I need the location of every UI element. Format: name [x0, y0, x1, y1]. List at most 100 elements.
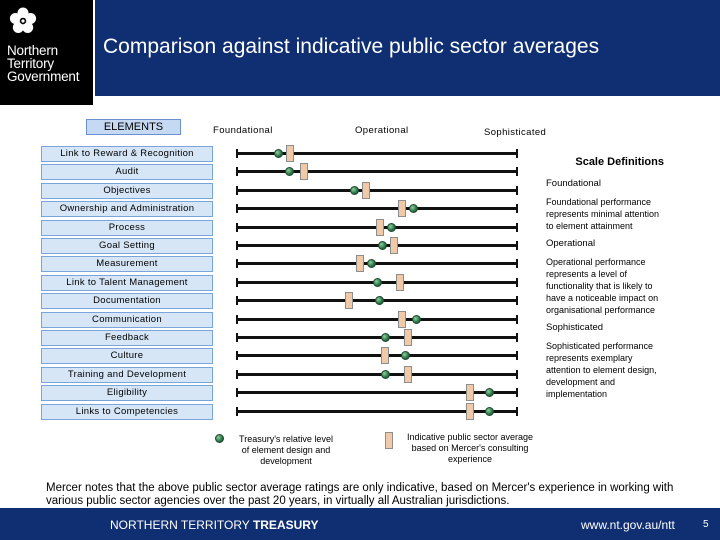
- track-end-tick: [236, 369, 238, 379]
- rating-track: [236, 170, 518, 174]
- track-end-tick: [516, 277, 518, 287]
- rating-track: [236, 372, 518, 376]
- track-end-tick: [516, 388, 518, 398]
- scale-description-sophisticated: Sophisticated performance represents exe…: [546, 341, 657, 399]
- average-legend-text: Indicative public sector average based o…: [406, 432, 534, 464]
- treasury-marker: [400, 351, 410, 361]
- track-end-tick: [236, 406, 238, 416]
- average-marker: [404, 365, 413, 383]
- track-end-tick: [236, 259, 238, 269]
- track-end-tick: [236, 333, 238, 342]
- track-end-tick: [516, 351, 518, 361]
- scale-heading-operational: Operational: [546, 238, 596, 249]
- logo-wordmark: Northern Territory Government: [7, 43, 91, 84]
- average-legend-marker: [385, 432, 393, 449]
- average-marker: [299, 163, 308, 181]
- treasury-legend-text: Treasury's relative level of element des…: [239, 434, 333, 466]
- nt-government-logo: Northern Territory Government: [0, 0, 93, 105]
- average-marker: [466, 384, 475, 402]
- treasury-marker: [386, 222, 396, 232]
- row-label: Training and Development: [41, 366, 213, 383]
- treasury-marker: [485, 388, 495, 398]
- treasury-marker: [378, 241, 388, 250]
- footer-org-bold: TREASURY: [252, 518, 319, 532]
- logo-line: Northern: [7, 43, 58, 58]
- footer-organisation: NORTHERN TERRITORY TREASURY: [110, 518, 319, 532]
- average-marker: [398, 200, 407, 218]
- mercer-note: Mercer notes that the above public secto…: [46, 482, 674, 507]
- track-end-tick: [236, 351, 238, 361]
- track-end-tick: [516, 406, 518, 416]
- track-end-tick: [516, 204, 518, 214]
- rating-track: [236, 409, 518, 413]
- track-end-tick: [516, 167, 518, 177]
- rating-track: [236, 188, 518, 192]
- row-label: Communication: [41, 311, 213, 328]
- track-end-tick: [516, 296, 518, 306]
- average-marker: [381, 347, 390, 365]
- row-label: Links to Competencies: [41, 403, 213, 420]
- row-label: Goal Setting: [41, 238, 213, 254]
- footer: NORTHERN TERRITORY TREASURY www.nt.gov.a…: [0, 508, 720, 540]
- average-marker: [404, 329, 413, 346]
- average-marker: [375, 218, 384, 236]
- treasury-marker: [375, 296, 385, 306]
- row-label: Culture: [41, 348, 213, 365]
- track-end-tick: [516, 185, 518, 195]
- treasury-marker: [349, 185, 359, 195]
- average-marker: [389, 237, 398, 254]
- footer-org-prefix: NORTHERN TERRITORY: [110, 518, 250, 532]
- treasury-marker: [411, 314, 421, 324]
- row-label: Ownership and Administration: [41, 201, 213, 218]
- track-end-tick: [236, 296, 238, 306]
- logo-line: Territory: [7, 56, 54, 71]
- rating-track: [236, 152, 518, 155]
- treasury-marker: [285, 167, 295, 177]
- logo-line: Government: [7, 69, 80, 84]
- scale-description-foundational: Foundational performance represents mini…: [546, 197, 660, 231]
- track-end-tick: [236, 388, 238, 398]
- header: Northern Territory Government Comparison…: [0, 0, 720, 105]
- row-label: Measurement: [41, 256, 213, 273]
- treasury-marker: [372, 277, 382, 287]
- track-end-tick: [236, 167, 238, 177]
- track-end-tick: [236, 314, 238, 324]
- rating-track: [236, 354, 518, 358]
- rating-track: [236, 391, 518, 395]
- rating-track: [236, 262, 518, 266]
- page-title: Comparison against indicative public sec…: [103, 35, 600, 58]
- scale-description-operational: Operational performance represents a lev…: [546, 257, 659, 315]
- track-end-tick: [236, 241, 238, 250]
- scale-definitions: Scale Definitions Foundational Foundatio…: [546, 156, 666, 406]
- average-marker: [398, 310, 407, 328]
- scale-heading-foundational: Foundational: [546, 178, 601, 189]
- rating-track: [236, 336, 518, 339]
- average-marker: [395, 273, 404, 291]
- elements-column-header: ELEMENTS: [86, 119, 181, 135]
- track-end-tick: [236, 222, 238, 232]
- rating-track: [236, 207, 518, 211]
- operational-column-header: Operational: [355, 125, 409, 136]
- row-label: Objectives: [41, 182, 213, 199]
- sophisticated-column-header: Sophisticated: [484, 127, 547, 138]
- row-label: Link to Talent Management: [41, 274, 213, 291]
- scale-definitions-title: Scale Definitions: [575, 156, 664, 168]
- rating-track: [236, 244, 518, 247]
- row-label: Link to Reward & Recognition: [41, 146, 213, 162]
- track-end-tick: [516, 314, 518, 324]
- track-end-tick: [516, 333, 518, 342]
- track-end-tick: [236, 277, 238, 287]
- treasury-marker: [273, 149, 283, 158]
- average-marker: [361, 181, 370, 199]
- average-marker: [344, 292, 353, 310]
- treasury-marker: [485, 406, 495, 416]
- row-label: Process: [41, 219, 213, 236]
- scale-heading-sophisticated: Sophisticated: [546, 322, 604, 333]
- track-end-tick: [516, 149, 518, 158]
- track-end-tick: [236, 149, 238, 158]
- average-marker: [285, 145, 294, 162]
- foundational-column-header: Foundational: [213, 125, 273, 136]
- title-bar: Comparison against indicative public sec…: [95, 0, 720, 96]
- footer-website-link[interactable]: www.nt.gov.au/ntt: [581, 518, 675, 532]
- track-end-tick: [236, 185, 238, 195]
